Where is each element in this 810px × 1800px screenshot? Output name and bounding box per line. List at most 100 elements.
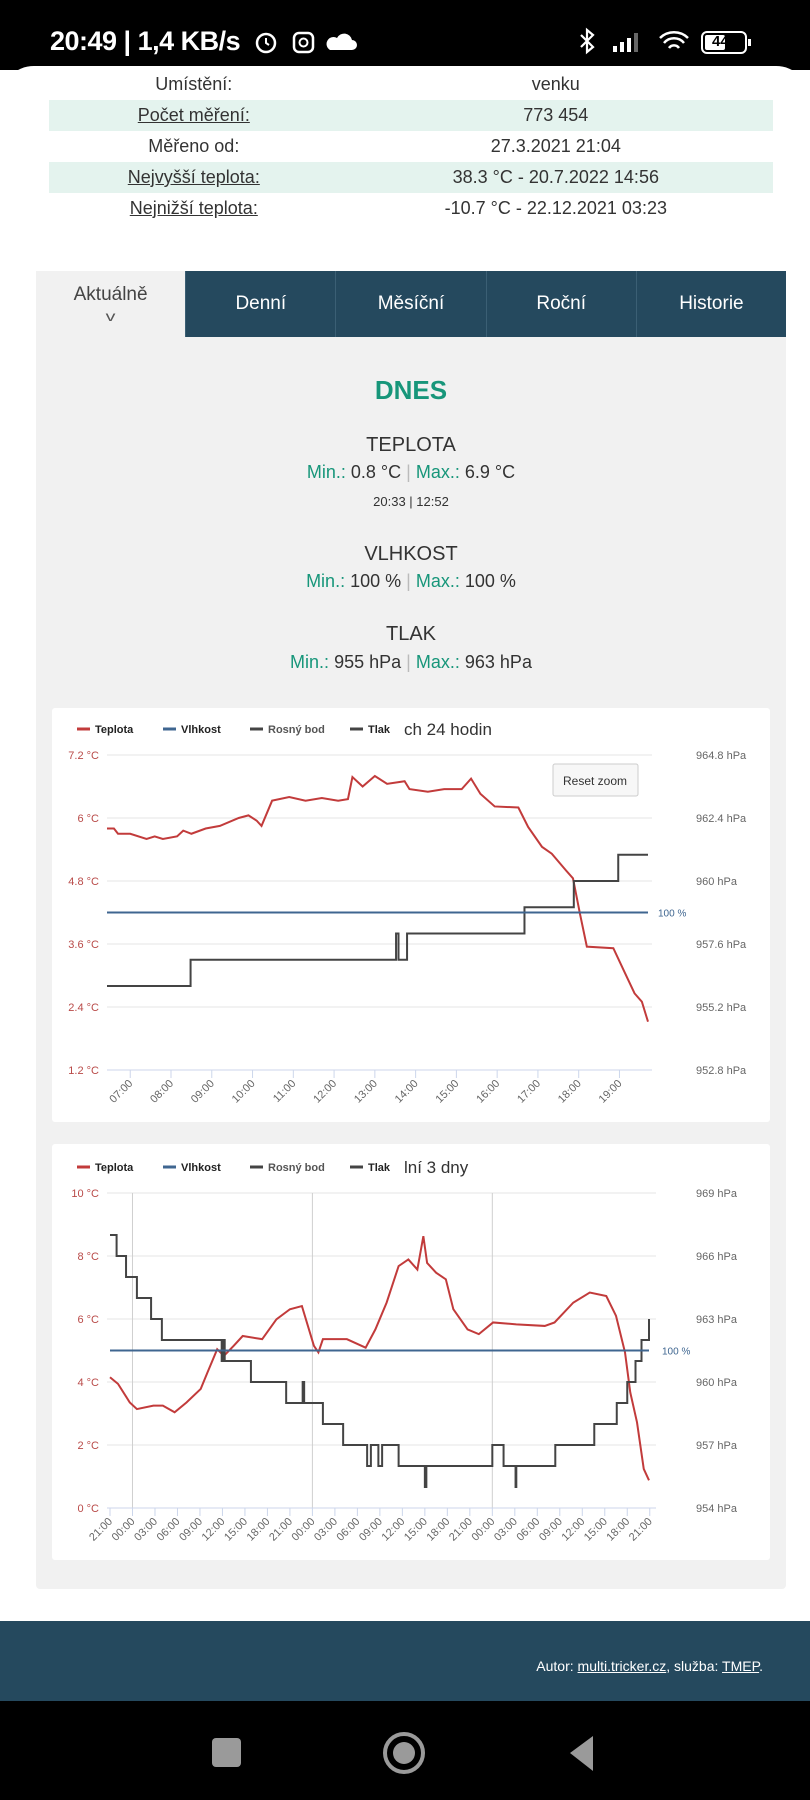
humidity-label: 100 %	[662, 1347, 690, 1358]
pressure-axis-label: 963 hPa	[696, 1314, 738, 1326]
status-icons-left	[255, 31, 357, 54]
chart-title: ch 24 hodin	[404, 720, 492, 739]
pressure-axis-label: 952.8 hPa	[696, 1065, 747, 1077]
legend-item-tlak: Tlak	[368, 1162, 391, 1174]
bluetooth-icon	[580, 27, 595, 55]
x-tick-label: 00:00	[469, 1516, 497, 1544]
x-tick-label: 00:00	[290, 1516, 318, 1544]
x-tick-label: 09:00	[357, 1516, 385, 1544]
series-tlak	[109, 1234, 651, 1488]
tab-denni[interactable]: Denní	[185, 271, 336, 337]
row-label: Měřeno od:	[148, 136, 240, 156]
chart-3days-svg[interactable]: 10 °C 8 °C 6 °C 4 °C 2 °C 0 °C 969 hPa 966 hPa 9…	[52, 1144, 770, 1560]
x-tick-label: 06:00	[335, 1516, 363, 1544]
pressure-axis-label: 955.2 hPa	[696, 1002, 747, 1014]
temp-axis-label: 7.2 °C	[68, 750, 99, 762]
x-tick-label: 00:00	[110, 1516, 138, 1544]
row-label-link[interactable]: Nejnižší teplota:	[129, 198, 258, 218]
x-tick-label: 18:00	[245, 1516, 273, 1544]
author-label: Autor:	[536, 1658, 578, 1674]
home-button[interactable]	[383, 1732, 425, 1774]
x-tick-label: 18:00	[556, 1078, 584, 1106]
temp-axis-label: 1.2 °C	[68, 1065, 99, 1077]
status-time: 20:49 | 1,4 KB/s	[50, 26, 241, 56]
x-tick-label: 09:00	[189, 1078, 217, 1106]
temperature-max: 6.9 °C	[464, 462, 516, 482]
temp-axis-label: 8 °C	[77, 1251, 99, 1263]
x-tick-label: 18:00	[604, 1516, 632, 1544]
recents-button[interactable]	[212, 1738, 241, 1767]
battery-level: 44	[712, 33, 729, 50]
humidity-min: 100 %	[350, 571, 402, 591]
chart-24h[interactable]: 7.2 °C 6 °C 4.8 °C 3.6 °C 2.4 °C 1.2 °C 964.8 …	[52, 708, 770, 1122]
separator: |	[406, 462, 411, 482]
x-tick-label: 21:00	[627, 1516, 655, 1544]
cloud-icon	[326, 33, 357, 50]
x-tick-label: 06:00	[155, 1516, 183, 1544]
x-tick-label: 03:00	[132, 1516, 160, 1544]
alarm-icon	[255, 32, 277, 54]
temperature-min: 0.8 °C	[350, 462, 402, 482]
x-tick-label: 19:00	[597, 1078, 625, 1106]
table-row: Nejvyšší teplota: 38.3 °C - 20.7.2022 14:…	[49, 162, 773, 193]
author-link[interactable]: multi.tricker.cz	[577, 1658, 667, 1674]
pressure-axis-label: 954 hPa	[696, 1503, 738, 1515]
tab-aktualne[interactable]: Aktuálně v	[36, 271, 186, 337]
pressure-minmax: Min.: 955 hPa | Max.: 963 hPa	[36, 652, 786, 673]
chart-3days[interactable]: 10 °C 8 °C 6 °C 4 °C 2 °C 0 °C 969 hPa 966 hPa 9…	[52, 1144, 770, 1560]
x-tick-label: 15:00	[222, 1516, 250, 1544]
x-tick-label: 03:00	[492, 1516, 520, 1544]
legend-background	[67, 719, 403, 739]
legend-item-rosný-bod: Rosný bod	[268, 724, 325, 736]
tab-historie[interactable]: Historie	[635, 271, 787, 337]
x-tick-label: 08:00	[148, 1078, 176, 1106]
pressure-min: 955 hPa	[334, 652, 402, 672]
service-label: , služba:	[666, 1658, 723, 1674]
reset-zoom-button[interactable]	[552, 763, 639, 797]
x-tick-label: 12:00	[380, 1516, 408, 1544]
temp-axis-label: 4.8 °C	[68, 876, 99, 888]
chart-24h-svg[interactable]: 7.2 °C 6 °C 4.8 °C 3.6 °C 2.4 °C 1.2 °C 964.8 …	[52, 708, 770, 1122]
humidity-title: VLHKOST	[364, 543, 458, 565]
pressure-axis-label: 957.6 hPa	[696, 939, 747, 951]
x-tick-label: 12:00	[200, 1516, 228, 1544]
row-value: venku	[531, 74, 580, 94]
reset-zoom-label[interactable]: Reset zoom	[563, 774, 627, 788]
back-button[interactable]	[570, 1736, 593, 1771]
row-label-link[interactable]: Počet měření:	[137, 105, 250, 125]
legend-item-teplota: Teplota	[95, 724, 134, 736]
legend-item-tlak: Tlak	[368, 724, 391, 736]
temperature-title: TEPLOTA	[366, 434, 456, 456]
tab-rocni[interactable]: Roční	[485, 271, 636, 337]
info-table: Umístění: venku Počet měření: 773 454 Měře…	[49, 69, 773, 224]
temp-axis-label: 4 °C	[77, 1377, 99, 1389]
service-link[interactable]: TMEP	[722, 1658, 760, 1674]
legend-item-teplota: Teplota	[95, 1162, 134, 1174]
pressure-axis-label: 966 hPa	[696, 1251, 738, 1263]
x-tick-label: 18:00	[425, 1516, 453, 1544]
temperature-times: 20:33 | 12:52	[373, 494, 449, 509]
today-title: DNES	[374, 375, 448, 405]
x-tick-label: 17:00	[515, 1078, 543, 1106]
footer: Autor: multi.tricker.cz, služba: TMEP.	[0, 1621, 810, 1701]
min-label: Min.:	[306, 571, 346, 591]
x-tick-label: 21:00	[267, 1516, 295, 1544]
chart-title: lní 3 dny	[404, 1158, 469, 1177]
row-value: 38.3 °C - 20.7.2022 14:56	[452, 167, 659, 187]
wifi-icon	[659, 31, 689, 49]
temp-axis-label: 6 °C	[77, 1314, 99, 1326]
legend-background	[67, 1157, 403, 1177]
table-row: Umístění: venku	[49, 69, 773, 100]
x-tick-label: 06:00	[514, 1516, 542, 1544]
pressure-axis-label: 962.4 hPa	[696, 813, 747, 825]
x-tick-label: 21:00	[447, 1516, 475, 1544]
x-tick-label: 07:00	[107, 1078, 135, 1106]
max-label: Max.:	[415, 462, 460, 482]
table-row: Nejnižší teplota: -10.7 °C - 22.12.2021 0…	[49, 193, 773, 224]
tab-mesicni[interactable]: Měsíční	[335, 271, 486, 337]
row-label-link[interactable]: Nejvyšší teplota:	[127, 167, 260, 187]
x-tick-label: 09:00	[177, 1516, 205, 1544]
max-label: Max.:	[415, 652, 460, 672]
info-card	[0, 66, 810, 240]
status-bar: 20:49 | 1,4 KB/s 44	[0, 0, 810, 70]
